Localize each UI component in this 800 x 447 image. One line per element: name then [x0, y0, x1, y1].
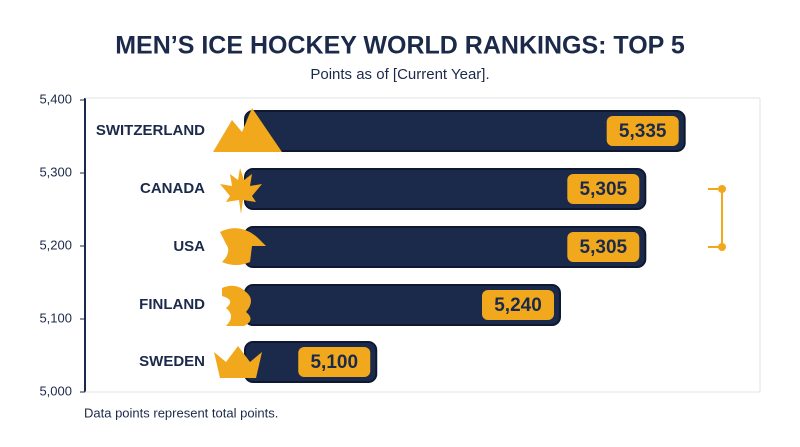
crown-icon [214, 346, 262, 378]
lion-icon [222, 285, 251, 326]
y-tick-label: 5,300 [39, 164, 72, 179]
value-label: 5,240 [494, 295, 542, 316]
value-badge [482, 290, 554, 320]
category-label: SWITZERLAND [96, 122, 205, 139]
category-label: CANADA [140, 180, 205, 197]
maple-icon [220, 168, 262, 214]
annotation: Data points represent total points. [84, 405, 278, 420]
y-tick-label: 5,200 [39, 237, 72, 252]
y-tick-label: 5,100 [39, 310, 72, 325]
value-badge [298, 347, 371, 377]
value-label: 5,305 [580, 237, 628, 258]
eagle-icon [220, 228, 266, 265]
chart-title: MEN’S ICE HOCKEY WORLD RANKINGS: TOP 5 [115, 32, 685, 60]
chart-subtitle: Points as of [Current Year]. [310, 66, 489, 83]
category-label: SWEDEN [139, 353, 205, 370]
mountain-icon [213, 108, 282, 152]
bracket-dot [718, 185, 726, 193]
value-label: 5,305 [580, 179, 628, 200]
value-label: 5,100 [310, 352, 358, 373]
value-badge [606, 116, 679, 146]
y-tick-label: 5,000 [39, 383, 72, 398]
bracket [708, 188, 723, 248]
icons [213, 108, 282, 378]
value-label: 5,335 [619, 121, 667, 142]
y-tick-label: 5,400 [39, 91, 72, 106]
bracket-dot [718, 243, 726, 251]
category-label: FINLAND [139, 296, 205, 313]
category-label: USA [173, 238, 205, 255]
value-badge [567, 174, 640, 204]
value-badge [567, 232, 640, 262]
